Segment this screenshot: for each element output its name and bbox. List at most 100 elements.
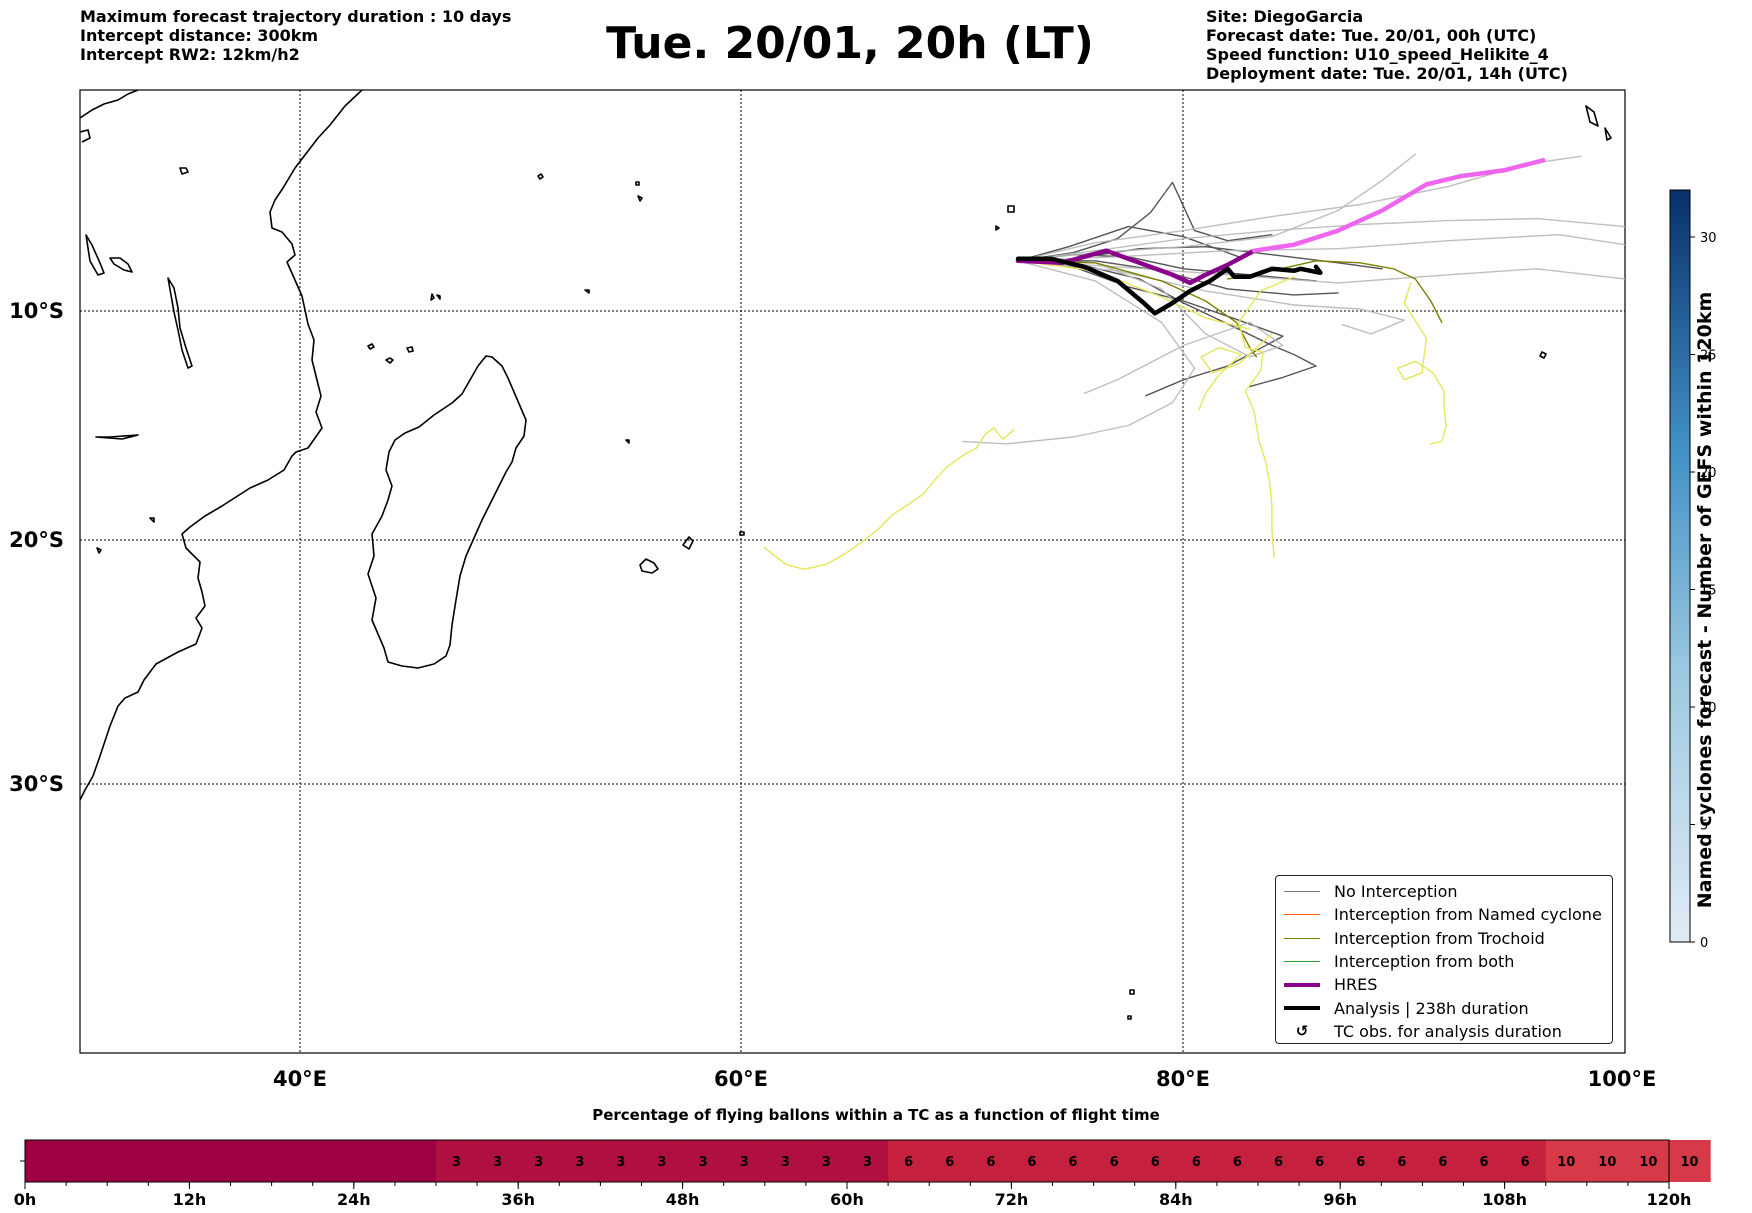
timebar-cell — [970, 1140, 1012, 1182]
timebar-cell-label: 6 — [1069, 1155, 1078, 1170]
timebar-cell — [600, 1140, 643, 1182]
timebar-tick-label: 24h — [337, 1190, 371, 1209]
timebar-cell — [1299, 1140, 1341, 1182]
legend-swatch — [1284, 914, 1320, 916]
timebar-tick-label: 108h — [1482, 1190, 1527, 1209]
timebar-cell — [764, 1140, 807, 1182]
timebar-cell-label: 6 — [1315, 1155, 1324, 1170]
timebar-cell-label: 3 — [781, 1155, 790, 1170]
timebar-cell — [1340, 1140, 1382, 1182]
coastline-horn — [80, 90, 139, 143]
timebar-cell — [1627, 1140, 1670, 1182]
timebar-cell-label: 10 — [1598, 1155, 1616, 1170]
timebar-cell — [1175, 1140, 1218, 1182]
timebar-cell — [1216, 1140, 1259, 1182]
legend-label: HRES — [1334, 975, 1378, 995]
colorbar-tick-label: 20 — [1700, 466, 1717, 481]
legend-swatch — [1284, 891, 1320, 893]
trajectory-interception-from-trochoid — [1017, 260, 1258, 358]
info-left: Maximum forecast trajectory duration : 1… — [80, 7, 511, 64]
timebar-cell-label: 6 — [1027, 1155, 1036, 1170]
timebar-tick-label: 48h — [666, 1190, 700, 1209]
timebar-tick-label: 84h — [1159, 1190, 1193, 1209]
timebar-cell — [518, 1140, 560, 1182]
timebar-cell — [805, 1140, 848, 1182]
timebar-cell — [271, 1140, 314, 1182]
info-speed-function: Speed function: U10_speed_Helikite_4 — [1206, 45, 1549, 64]
info-right: Site: DiegoGarcia Forecast date: Tue. 20… — [1206, 7, 1568, 83]
legend-swatch — [1284, 982, 1320, 987]
trajectory-no-interception — [1017, 260, 1317, 388]
timebar-cell — [230, 1140, 273, 1182]
legend-swatch — [1284, 1006, 1320, 1011]
timebar-cell — [1381, 1140, 1423, 1182]
timebar-cell-label: 3 — [740, 1155, 749, 1170]
timebar-cell — [1134, 1140, 1177, 1182]
timebar-tick-label: 60h — [830, 1190, 864, 1209]
trajectory-trochoid-yellow — [1198, 333, 1273, 411]
timebar-cell-label: 3 — [575, 1155, 584, 1170]
timebar-cell — [189, 1140, 232, 1182]
timebar-cell — [929, 1140, 971, 1182]
timebar-tick-label: 0h — [14, 1190, 37, 1209]
trajectory-no-interception — [1017, 260, 1406, 335]
info-max-duration: Maximum forecast trajectory duration : 1… — [80, 7, 512, 26]
legend-item: Interception from Trochoid — [1284, 927, 1604, 950]
legend-item: Interception from Named cyclone — [1284, 903, 1604, 926]
timebar-cell — [312, 1140, 355, 1182]
legend-label: No Interception — [1334, 882, 1458, 902]
colorbar-tick-label: 10 — [1700, 701, 1717, 716]
colorbar-tick-label: 0 — [1700, 936, 1708, 951]
timebar-cell-label: 6 — [1110, 1155, 1119, 1170]
timebar-cell-label: 10 — [1639, 1155, 1657, 1170]
timebar-cell-label: 6 — [986, 1155, 995, 1170]
timebar-cell-label: 6 — [1521, 1155, 1530, 1170]
legend-label: TC obs. for analysis duration — [1334, 1021, 1562, 1041]
info-site: Site: DiegoGarcia — [1206, 7, 1364, 26]
timebar-cell — [641, 1140, 684, 1182]
timebar-tick-label: 72h — [995, 1190, 1029, 1209]
timebar-cell-label: 6 — [1233, 1155, 1242, 1170]
timebar-cell — [353, 1140, 396, 1182]
trajectory-no-interception — [962, 260, 1196, 445]
colorbar-tick-label: 25 — [1700, 349, 1717, 364]
colorbar-ramp — [1669, 189, 1691, 943]
timebar-cell-label: 6 — [1397, 1155, 1406, 1170]
trajectory-analysis-238h-duration — [1015, 256, 1323, 316]
timebar-cell-label: 6 — [1438, 1155, 1447, 1170]
timebar-cell — [1258, 1140, 1300, 1182]
legend-item: Interception from both — [1284, 950, 1604, 973]
gridlines — [80, 90, 1625, 1053]
timebar-cell-label: 6 — [1192, 1155, 1201, 1170]
coastline-africa — [80, 90, 363, 801]
timebar-x-axis: 0h 12h 24h 36h 48h 60h 72h 84h 96h 108h 120h — [14, 1182, 1691, 1209]
colorbar-tick-label: 30 — [1700, 231, 1717, 246]
colorbar-tick-label: 15 — [1700, 584, 1717, 599]
info-intercept-distance: Intercept distance: 300km — [80, 26, 319, 45]
trajectory-no-interception — [1017, 181, 1273, 262]
timebar-cell — [1463, 1140, 1506, 1182]
lon-tick-40e: 40°E — [273, 1067, 327, 1091]
legend-label: Interception from both — [1334, 952, 1515, 972]
trajectory-no-interception — [1017, 260, 1625, 284]
info-forecast-date: Forecast date: Tue. 20/01, 00h (UTC) — [1206, 26, 1537, 45]
timebar-cell-label: 3 — [534, 1155, 543, 1170]
legend-item: ↺ TC obs. for analysis duration — [1284, 1020, 1604, 1043]
timebar-tick-label: 36h — [501, 1190, 535, 1209]
lon-tick-100e: 100°E — [1588, 1067, 1657, 1091]
trajectory-no-interception — [1017, 225, 1240, 262]
timebar-cell-label: 6 — [1274, 1155, 1283, 1170]
trajectory-no-interception — [1017, 260, 1284, 395]
trajectory-hres — [1015, 248, 1257, 286]
timebar-cell — [1093, 1140, 1136, 1182]
timebar-cell-label: 6 — [1356, 1155, 1365, 1170]
colorbar-ticks: 0 5 10 15 20 25 30 — [1690, 231, 1717, 951]
timebar-cell — [148, 1140, 190, 1182]
timebar-title: Percentage of flying ballons within a TC… — [592, 1106, 1160, 1124]
legend-swatch — [1284, 961, 1320, 963]
timebar-tick-label: 12h — [173, 1190, 207, 1209]
timebar-cell-label: 3 — [452, 1155, 461, 1170]
legend-label: Interception from Named cyclone — [1334, 905, 1602, 925]
lon-tick-80e: 80°E — [1156, 1067, 1210, 1091]
trajectory-trochoid-yellow — [1017, 260, 1251, 330]
